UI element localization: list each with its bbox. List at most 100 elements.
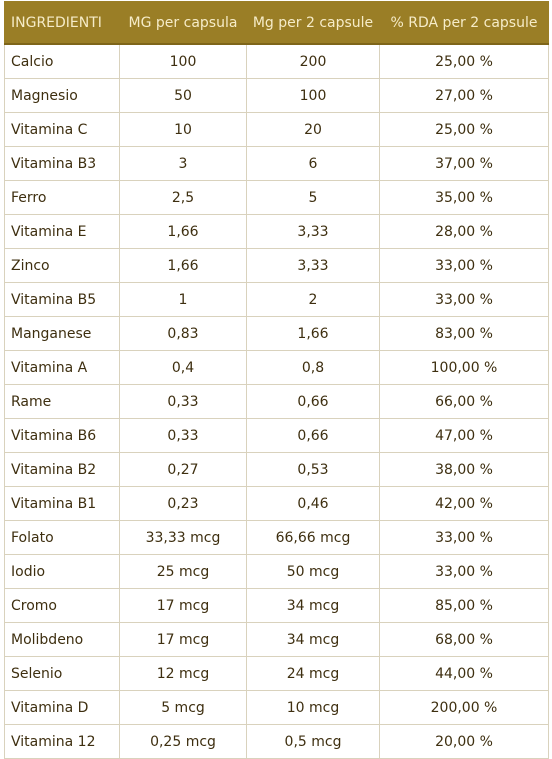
ingredient-name-cell: Iodio [4, 554, 120, 589]
mg-per-capsule-cell: 0,33 [119, 384, 247, 419]
rda-percent-cell: 66,00 % [379, 384, 549, 419]
ingredient-name-cell: Vitamina B5 [4, 282, 120, 317]
ingredient-name-cell: Vitamina B6 [4, 418, 120, 453]
table-row: Calcio 100 200 25,00 % [4, 43, 549, 79]
rda-percent-cell: 83,00 % [379, 316, 549, 351]
ingredient-name-cell: Molibdeno [4, 622, 120, 657]
mg-per-2-capsules-cell: 1,66 [246, 316, 380, 351]
mg-per-2-capsules-cell: 0,53 [246, 452, 380, 487]
table-row: Manganese 0,83 1,66 83,00 % [4, 316, 549, 351]
mg-per-capsule-cell: 33,33 mcg [119, 520, 247, 555]
ingredient-name-cell: Ferro [4, 180, 120, 215]
ingredient-name-cell: Magnesio [4, 78, 120, 113]
header-ingredienti: INGREDIENTI [4, 1, 120, 45]
mg-per-capsule-cell: 0,27 [119, 452, 247, 487]
ingredient-name-cell: Vitamina B3 [4, 146, 120, 181]
rda-percent-cell: 37,00 % [379, 146, 549, 181]
rda-percent-cell: 38,00 % [379, 452, 549, 487]
mg-per-capsule-cell: 1 [119, 282, 247, 317]
mg-per-2-capsules-cell: 5 [246, 180, 380, 215]
rda-percent-cell: 25,00 % [379, 43, 549, 79]
rda-percent-cell: 33,00 % [379, 520, 549, 555]
mg-per-2-capsules-cell: 0,46 [246, 486, 380, 521]
mg-per-2-capsules-cell: 20 [246, 112, 380, 147]
mg-per-2-capsules-cell: 200 [246, 43, 380, 79]
table-row: Cromo 17 mcg 34 mcg 85,00 % [4, 588, 549, 623]
mg-per-2-capsules-cell: 2 [246, 282, 380, 317]
mg-per-capsule-cell: 1,66 [119, 214, 247, 249]
header-mg-per-2-capsule: Mg per 2 capsule [246, 1, 380, 45]
mg-per-capsule-cell: 17 mcg [119, 588, 247, 623]
rda-percent-cell: 35,00 % [379, 180, 549, 215]
mg-per-capsule-cell: 12 mcg [119, 656, 247, 691]
ingredient-name-cell: Vitamina E [4, 214, 120, 249]
ingredient-name-cell: Vitamina D [4, 690, 120, 725]
table-row: Rame 0,33 0,66 66,00 % [4, 384, 549, 419]
ingredients-table: INGREDIENTI MG per capsula Mg per 2 caps… [4, 1, 549, 759]
rda-percent-cell: 33,00 % [379, 282, 549, 317]
mg-per-capsule-cell: 0,4 [119, 350, 247, 385]
mg-per-capsule-cell: 0,23 [119, 486, 247, 521]
table-row: Vitamina 12 0,25 mcg 0,5 mcg 20,00 % [4, 724, 549, 759]
ingredient-name-cell: Selenio [4, 656, 120, 691]
mg-per-capsule-cell: 1,66 [119, 248, 247, 283]
rda-percent-cell: 68,00 % [379, 622, 549, 657]
rda-percent-cell: 100,00 % [379, 350, 549, 385]
mg-per-2-capsules-cell: 100 [246, 78, 380, 113]
mg-per-capsule-cell: 0,25 mcg [119, 724, 247, 759]
mg-per-2-capsules-cell: 0,66 [246, 418, 380, 453]
table-row: Vitamina A 0,4 0,8 100,00 % [4, 350, 549, 385]
rda-percent-cell: 44,00 % [379, 656, 549, 691]
mg-per-2-capsules-cell: 24 mcg [246, 656, 380, 691]
mg-per-2-capsules-cell: 0,66 [246, 384, 380, 419]
mg-per-capsule-cell: 50 [119, 78, 247, 113]
table-row: Vitamina B2 0,27 0,53 38,00 % [4, 452, 549, 487]
rda-percent-cell: 200,00 % [379, 690, 549, 725]
table-row: Vitamina B6 0,33 0,66 47,00 % [4, 418, 549, 453]
mg-per-capsule-cell: 3 [119, 146, 247, 181]
table-row: Vitamina E 1,66 3,33 28,00 % [4, 214, 549, 249]
ingredient-name-cell: Cromo [4, 588, 120, 623]
header-row: INGREDIENTI MG per capsula Mg per 2 caps… [4, 1, 549, 45]
table-row: Vitamina B5 1 2 33,00 % [4, 282, 549, 317]
table-row: Vitamina B1 0,23 0,46 42,00 % [4, 486, 549, 521]
mg-per-capsule-cell: 17 mcg [119, 622, 247, 657]
rda-percent-cell: 25,00 % [379, 112, 549, 147]
ingredient-name-cell: Vitamina A [4, 350, 120, 385]
mg-per-capsule-cell: 25 mcg [119, 554, 247, 589]
rda-percent-cell: 85,00 % [379, 588, 549, 623]
ingredient-name-cell: Vitamina B2 [4, 452, 120, 487]
table-row: Vitamina C 10 20 25,00 % [4, 112, 549, 147]
ingredient-name-cell: Calcio [4, 43, 120, 79]
mg-per-capsule-cell: 2,5 [119, 180, 247, 215]
ingredient-name-cell: Manganese [4, 316, 120, 351]
ingredient-name-cell: Vitamina B1 [4, 486, 120, 521]
rda-percent-cell: 27,00 % [379, 78, 549, 113]
table-row: Ferro 2,5 5 35,00 % [4, 180, 549, 215]
mg-per-2-capsules-cell: 0,5 mcg [246, 724, 380, 759]
mg-per-2-capsules-cell: 34 mcg [246, 622, 380, 657]
table-header: INGREDIENTI MG per capsula Mg per 2 caps… [4, 1, 549, 45]
rda-percent-cell: 47,00 % [379, 418, 549, 453]
mg-per-2-capsules-cell: 0,8 [246, 350, 380, 385]
mg-per-2-capsules-cell: 10 mcg [246, 690, 380, 725]
header-mg-per-capsula: MG per capsula [119, 1, 247, 45]
table-row: Folato 33,33 mcg 66,66 mcg 33,00 % [4, 520, 549, 555]
ingredient-name-cell: Rame [4, 384, 120, 419]
mg-per-2-capsules-cell: 34 mcg [246, 588, 380, 623]
mg-per-capsule-cell: 0,33 [119, 418, 247, 453]
rda-percent-cell: 33,00 % [379, 554, 549, 589]
mg-per-2-capsules-cell: 3,33 [246, 214, 380, 249]
rda-percent-cell: 28,00 % [379, 214, 549, 249]
mg-per-2-capsules-cell: 50 mcg [246, 554, 380, 589]
mg-per-capsule-cell: 0,83 [119, 316, 247, 351]
mg-per-2-capsules-cell: 66,66 mcg [246, 520, 380, 555]
ingredient-name-cell: Vitamina 12 [4, 724, 120, 759]
mg-per-capsule-cell: 5 mcg [119, 690, 247, 725]
table-row: Magnesio 50 100 27,00 % [4, 78, 549, 113]
rda-percent-cell: 33,00 % [379, 248, 549, 283]
table-row: Zinco 1,66 3,33 33,00 % [4, 248, 549, 283]
table-row: Molibdeno 17 mcg 34 mcg 68,00 % [4, 622, 549, 657]
